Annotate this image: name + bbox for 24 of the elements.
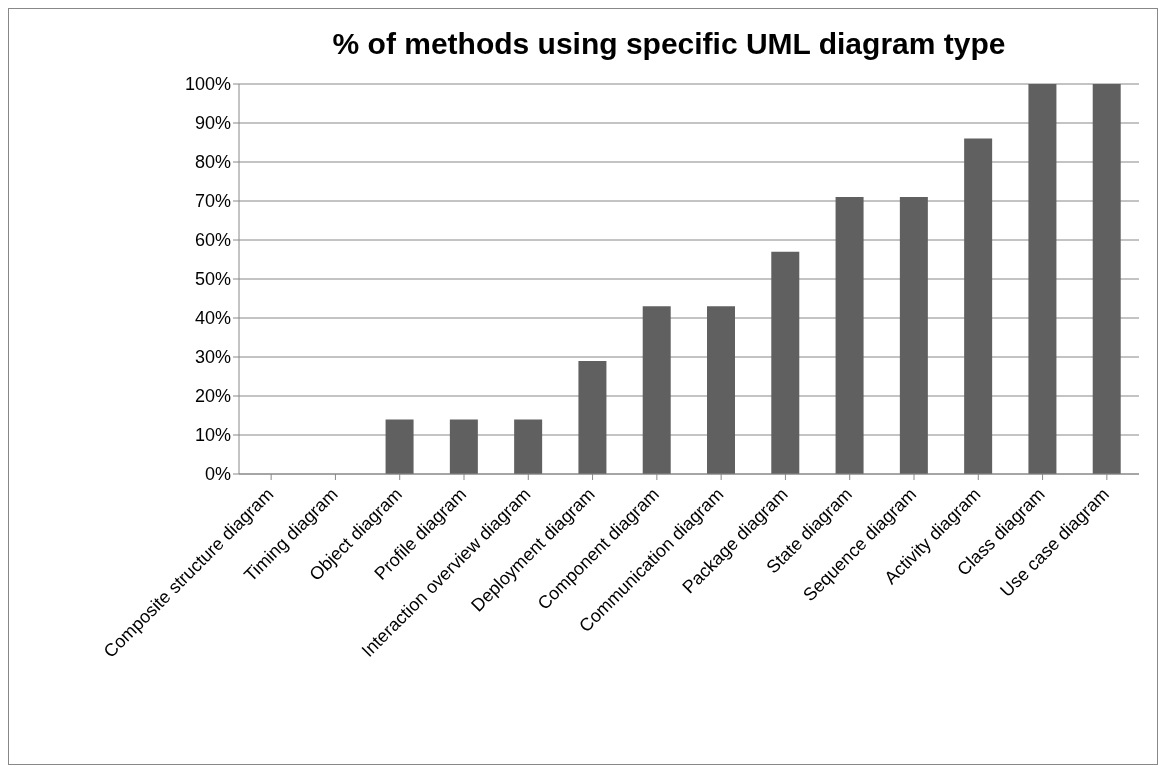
bar: [385, 419, 414, 474]
y-tick-label: 100%: [184, 74, 231, 95]
bar: [899, 197, 928, 474]
y-tick-label: 90%: [194, 113, 231, 134]
bar: [514, 419, 543, 474]
y-tick-label: 10%: [194, 425, 231, 446]
y-tick-label: 50%: [194, 269, 231, 290]
y-tick-label: 70%: [194, 191, 231, 212]
bar: [964, 138, 993, 474]
bar: [642, 306, 671, 474]
bar: [578, 360, 607, 474]
y-tick-label: 30%: [194, 347, 231, 368]
bar: [1092, 84, 1121, 474]
bar: [1028, 84, 1057, 474]
bar: [835, 197, 864, 474]
y-tick-label: 0%: [204, 464, 231, 485]
y-tick-label: 20%: [194, 386, 231, 407]
bar: [771, 251, 800, 474]
y-tick-label: 40%: [194, 308, 231, 329]
y-tick-label: 80%: [194, 152, 231, 173]
y-tick-label: 60%: [194, 230, 231, 251]
chart-title: % of methods using specific UML diagram type: [331, 27, 1007, 61]
bar: [707, 306, 735, 474]
bar: [449, 419, 478, 474]
